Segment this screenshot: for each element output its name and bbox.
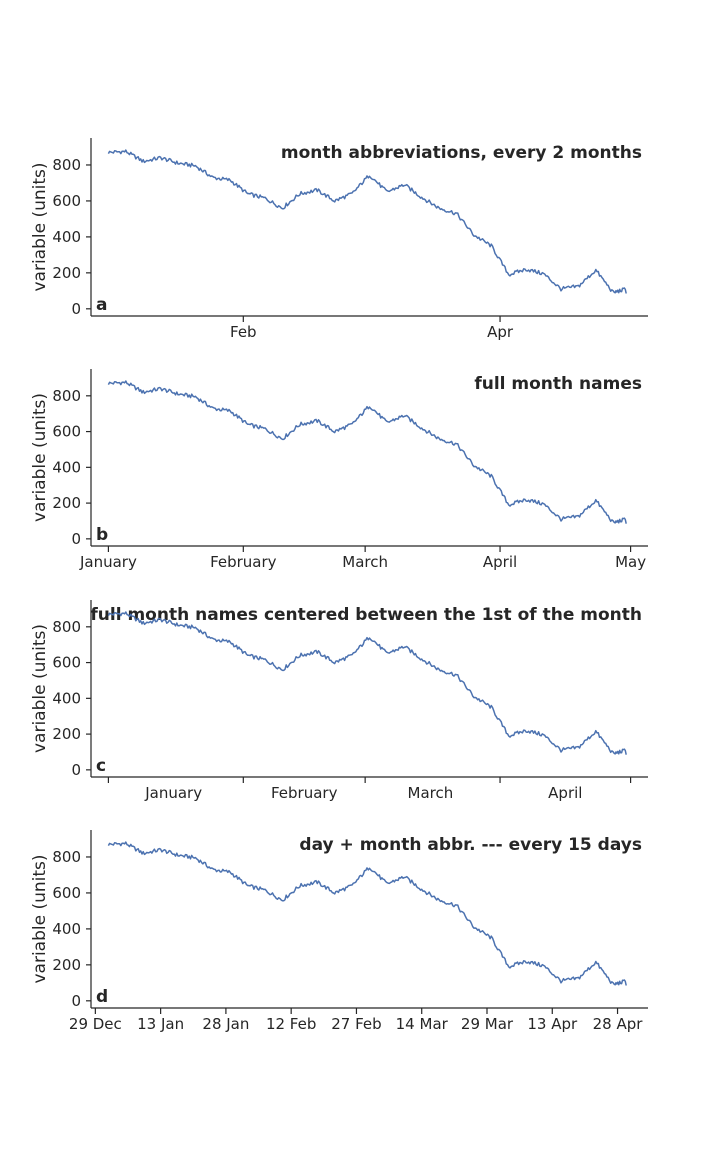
x-tick-label: 28 Apr <box>593 1015 644 1033</box>
series-line <box>107 611 627 755</box>
y-axis-label: variable (units) <box>30 624 50 753</box>
series-line <box>107 149 627 294</box>
panel-letter: b <box>96 525 108 545</box>
y-tick-label: 600 <box>52 884 81 902</box>
x-tick-label: 28 Jan <box>202 1015 249 1033</box>
y-tick-label: 400 <box>52 228 81 246</box>
x-tick-label: 13 Apr <box>527 1015 578 1033</box>
x-tick-label: March <box>342 553 388 571</box>
x-tick-label: 14 Mar <box>396 1015 449 1033</box>
y-axis-label: variable (units) <box>30 854 50 983</box>
y-tick-label: 800 <box>52 387 81 405</box>
y-tick-label: 800 <box>52 618 81 636</box>
series-line <box>107 380 627 524</box>
panel-title: full month names centered between the 1s… <box>90 605 642 625</box>
x-tick-label: 13 Jan <box>137 1015 184 1033</box>
panel-title: full month names <box>474 374 642 394</box>
x-tick-label: February <box>210 553 277 571</box>
x-tick-label: February <box>271 784 338 802</box>
chart-panel-c: 0 200 400 600 800 January February March April va… <box>30 600 648 802</box>
x-tick-label: April <box>483 553 517 571</box>
y-axis-label: variable (units) <box>30 393 50 522</box>
x-tick-label: Apr <box>487 323 514 341</box>
y-tick-label: 200 <box>52 956 81 974</box>
y-tick-label: 800 <box>52 156 81 174</box>
x-tick-label: March <box>408 784 454 802</box>
y-tick-label: 600 <box>52 192 81 210</box>
y-tick-label: 400 <box>52 689 81 707</box>
x-tick-label: 27 Feb <box>331 1015 381 1033</box>
y-tick-label: 0 <box>71 761 81 779</box>
y-tick-label: 800 <box>52 848 81 866</box>
panel-title: month abbreviations, every 2 months <box>281 143 642 163</box>
panel-letter: d <box>96 987 108 1007</box>
x-tick-label: April <box>548 784 582 802</box>
x-tick-label: May <box>615 553 646 571</box>
chart-panel-d: 0 200 400 600 800 29 Dec 13 Jan 28 Jan 12 Feb 27 … <box>30 830 648 1033</box>
y-tick-label: 600 <box>52 423 81 441</box>
x-tick-label: 29 Dec <box>69 1015 122 1033</box>
x-tick-label: January <box>144 784 202 802</box>
x-tick-label: January <box>79 553 137 571</box>
chart-panel-a: 0 200 400 600 800 Feb Apr variable (units) month… <box>30 138 648 341</box>
y-tick-label: 600 <box>52 654 81 672</box>
chart-panel-b: 0 200 400 600 800 January February March April Ma… <box>30 369 648 571</box>
panel-letter: a <box>96 295 107 315</box>
y-axis-label: variable (units) <box>30 162 50 291</box>
y-tick-label: 0 <box>71 992 81 1010</box>
y-tick-label: 400 <box>52 458 81 476</box>
y-tick-label: 200 <box>52 264 81 282</box>
panel-letter: c <box>96 756 106 776</box>
y-tick-label: 0 <box>71 300 81 318</box>
x-tick-label: Feb <box>230 323 257 341</box>
panel-title: day + month abbr. --- every 15 days <box>299 835 642 855</box>
y-tick-label: 200 <box>52 494 81 512</box>
y-tick-label: 0 <box>71 530 81 548</box>
y-tick-label: 400 <box>52 920 81 938</box>
x-tick-label: 29 Mar <box>461 1015 514 1033</box>
y-tick-label: 200 <box>52 725 81 743</box>
x-tick-label: 12 Feb <box>266 1015 316 1033</box>
series-line <box>107 841 627 986</box>
